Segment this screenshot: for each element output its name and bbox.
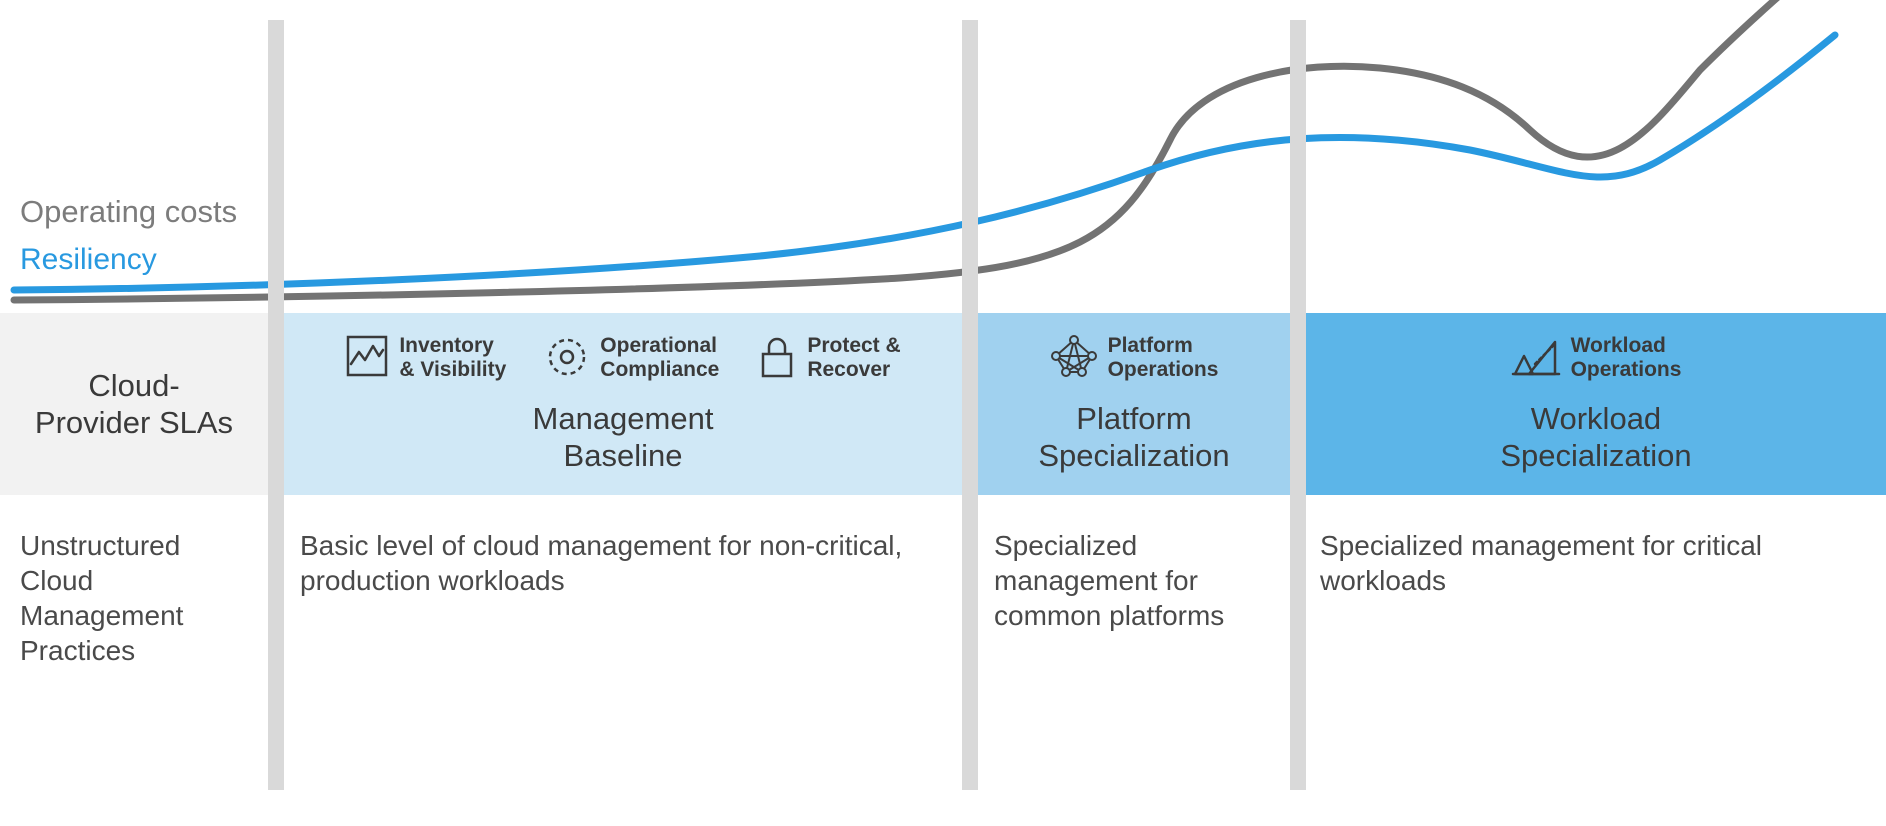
card-slas-title: Cloud- Provider SLAs <box>35 367 233 441</box>
legend: Operating costs Resiliency <box>20 190 237 281</box>
platform-label: Platform Operations <box>1108 334 1219 382</box>
compliance-icon <box>544 334 590 380</box>
workload-icons: Workload Operations <box>1511 334 1682 382</box>
legend-resiliency-label: Resiliency <box>20 239 237 281</box>
network-icon <box>1050 334 1098 378</box>
card-slas-title-line1: Cloud- <box>88 368 179 403</box>
protect-label: Protect & Recover <box>807 334 900 382</box>
compliance-label: Operational Compliance <box>600 334 719 382</box>
desc-baseline: Basic level of cloud management for non-… <box>300 528 940 668</box>
platform-icons: Platform Operations <box>1050 334 1219 382</box>
legend-cost-label: Operating costs <box>20 190 237 233</box>
descriptions-row: Unstructured Cloud Management Practices … <box>0 528 1886 668</box>
card-platform-title: Platform Specialization <box>1038 400 1229 474</box>
inventory-icon <box>345 334 389 378</box>
workload-label: Workload Operations <box>1571 334 1682 382</box>
icon-item-inventory: Inventory & Visibility <box>345 334 506 382</box>
card-baseline: Inventory & Visibility Operational Compl… <box>284 313 962 495</box>
icon-item-protect: Protect & Recover <box>757 334 900 382</box>
icon-item-workload: Workload Operations <box>1511 334 1682 382</box>
icon-item-compliance: Operational Compliance <box>544 334 719 382</box>
inventory-label: Inventory & Visibility <box>399 334 506 382</box>
card-workload: Workload Operations Workload Specializat… <box>1306 313 1886 495</box>
diagram-canvas: Operating costs Resiliency Cloud- Provid… <box>0 0 1886 826</box>
separator-2 <box>962 20 978 790</box>
desc-workload: Specialized management for critical work… <box>1320 528 1886 668</box>
card-platform: Platform Operations Platform Specializat… <box>978 313 1290 495</box>
resiliency-curve <box>14 35 1835 290</box>
card-baseline-title: Management Baseline <box>533 400 714 474</box>
workload-icon <box>1511 334 1561 378</box>
desc-slas: Unstructured Cloud Management Practices <box>20 528 268 668</box>
icon-item-platform: Platform Operations <box>1050 334 1219 382</box>
cost-curve <box>14 0 1820 300</box>
card-slas-title-line2: Provider SLAs <box>35 405 233 440</box>
card-slas: Cloud- Provider SLAs <box>0 313 268 495</box>
baseline-icons: Inventory & Visibility Operational Compl… <box>345 334 900 382</box>
separator-1 <box>268 20 284 790</box>
separator-3 <box>1290 20 1306 790</box>
desc-platform: Specialized management for common platfo… <box>994 528 1290 668</box>
card-workload-title: Workload Specialization <box>1500 400 1691 474</box>
protect-icon <box>757 334 797 380</box>
